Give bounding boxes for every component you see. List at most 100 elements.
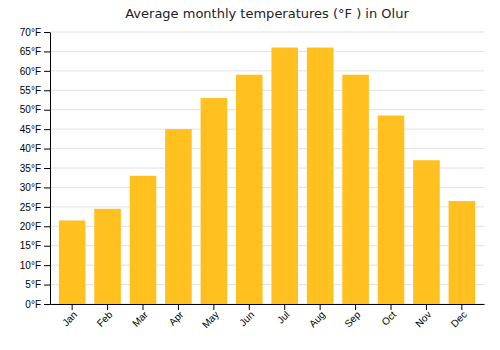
x-tick-label: May [200, 309, 221, 330]
bar [165, 129, 192, 304]
grid-line [50, 109, 484, 110]
y-tick: 55°F [20, 85, 50, 96]
chart-container: 0°F 5°F 10°F 15°F 20°F 25°F 30°F 35°F 40°F 45°F 50… [0, 0, 500, 350]
y-tick: 70°F [20, 27, 50, 38]
x-tick: Feb [95, 304, 115, 329]
y-tick-mark [44, 129, 50, 130]
y-tick-label: 10°F [20, 260, 41, 271]
y-tick-mark [44, 90, 50, 91]
y-tick: 65°F [20, 46, 50, 57]
y-tick-label: 40°F [20, 143, 41, 154]
y-tick: 15°F [20, 240, 50, 251]
bar [201, 98, 228, 304]
bar [94, 209, 121, 304]
y-tick-label: 20°F [20, 221, 41, 232]
y-tick-label: 25°F [20, 202, 41, 213]
bar [307, 48, 334, 304]
y-tick-label: 30°F [20, 182, 41, 193]
x-tick-label: Jun [237, 309, 256, 328]
bar [378, 116, 405, 304]
y-tick-label: 15°F [20, 240, 41, 251]
grid-line [50, 32, 484, 33]
x-tick: Jul [275, 304, 292, 326]
x-tick: Aug [307, 304, 327, 329]
x-axis: Jan Feb Mar Apr May Jun Jul Aug Sep Oct Nov Dec [51, 304, 485, 330]
x-tick: Oct [379, 304, 398, 328]
y-tick-mark [44, 246, 50, 247]
y-tick: 35°F [20, 163, 50, 174]
y-tick: 20°F [20, 221, 50, 232]
y-axis-line [50, 33, 51, 305]
x-axis-line [51, 304, 485, 305]
x-tick-label: Jan [60, 309, 79, 328]
y-tick-mark [44, 187, 50, 188]
y-tick-mark [44, 149, 50, 150]
x-tick: Dec [449, 304, 469, 329]
x-tick-label: Oct [379, 309, 398, 328]
x-tick-mark [107, 304, 108, 310]
x-tick-mark [355, 304, 356, 310]
y-tick-mark [44, 168, 50, 169]
y-tick-mark [44, 265, 50, 266]
x-tick-label: Dec [449, 309, 469, 329]
x-tick-mark [249, 304, 250, 310]
x-tick: May [200, 304, 221, 330]
y-tick-mark [44, 304, 50, 305]
x-tick-mark [320, 304, 321, 310]
y-axis: 0°F 5°F 10°F 15°F 20°F 25°F 30°F 35°F 40°F 45°F 50… [20, 27, 51, 310]
x-tick: Nov [413, 304, 433, 329]
x-tick: Mar [130, 304, 150, 329]
y-tick: 40°F [20, 143, 50, 154]
y-tick-mark [44, 32, 50, 33]
bar [59, 220, 86, 304]
y-tick: 60°F [20, 66, 50, 77]
y-tick-label: 45°F [20, 124, 41, 135]
title: Average monthly temperatures (°F ) in Ol… [125, 6, 409, 21]
bars [59, 48, 475, 304]
y-tick: 45°F [20, 124, 50, 135]
x-tick: Jun [237, 304, 256, 328]
y-tick: 0°F [25, 299, 50, 310]
grid-line [50, 129, 484, 130]
x-tick: Apr [167, 304, 186, 328]
x-tick-mark [461, 304, 462, 310]
bar [130, 176, 157, 304]
y-tick-label: 65°F [20, 46, 41, 57]
bar [236, 75, 263, 304]
y-tick: 5°F [25, 279, 50, 290]
bar [449, 201, 476, 304]
x-tick-mark [284, 304, 285, 310]
y-tick-label: 0°F [25, 299, 41, 310]
x-tick-label: Jul [275, 309, 292, 326]
bar [342, 75, 369, 304]
grid-line [50, 148, 484, 149]
y-tick-label: 60°F [20, 66, 41, 77]
y-tick-label: 50°F [20, 104, 41, 115]
y-tick-label: 55°F [20, 85, 41, 96]
x-tick-mark [391, 304, 392, 310]
x-tick-mark [143, 304, 144, 310]
x-tick-label: Apr [167, 308, 186, 327]
y-tick-mark [44, 71, 50, 72]
x-tick-label: Sep [342, 309, 363, 330]
x-tick-mark [426, 304, 427, 310]
x-tick-mark [72, 304, 73, 310]
x-tick-label: Feb [95, 309, 115, 329]
bar [271, 48, 298, 304]
y-tick-label: 5°F [25, 279, 41, 290]
x-tick: Jan [60, 304, 79, 328]
grid [50, 32, 484, 304]
y-tick: 25°F [20, 202, 50, 213]
y-tick: 30°F [20, 182, 50, 193]
x-tick-mark [178, 304, 179, 310]
x-tick-label: Aug [307, 309, 327, 329]
y-tick: 10°F [20, 260, 50, 271]
x-tick-label: Mar [130, 308, 150, 328]
y-tick-mark [44, 226, 50, 227]
y-tick-mark [44, 207, 50, 208]
y-tick-mark [44, 285, 50, 286]
grid-line [50, 90, 484, 91]
y-tick-mark [44, 51, 50, 52]
x-tick-label: Nov [413, 309, 433, 329]
grid-line [50, 70, 484, 71]
